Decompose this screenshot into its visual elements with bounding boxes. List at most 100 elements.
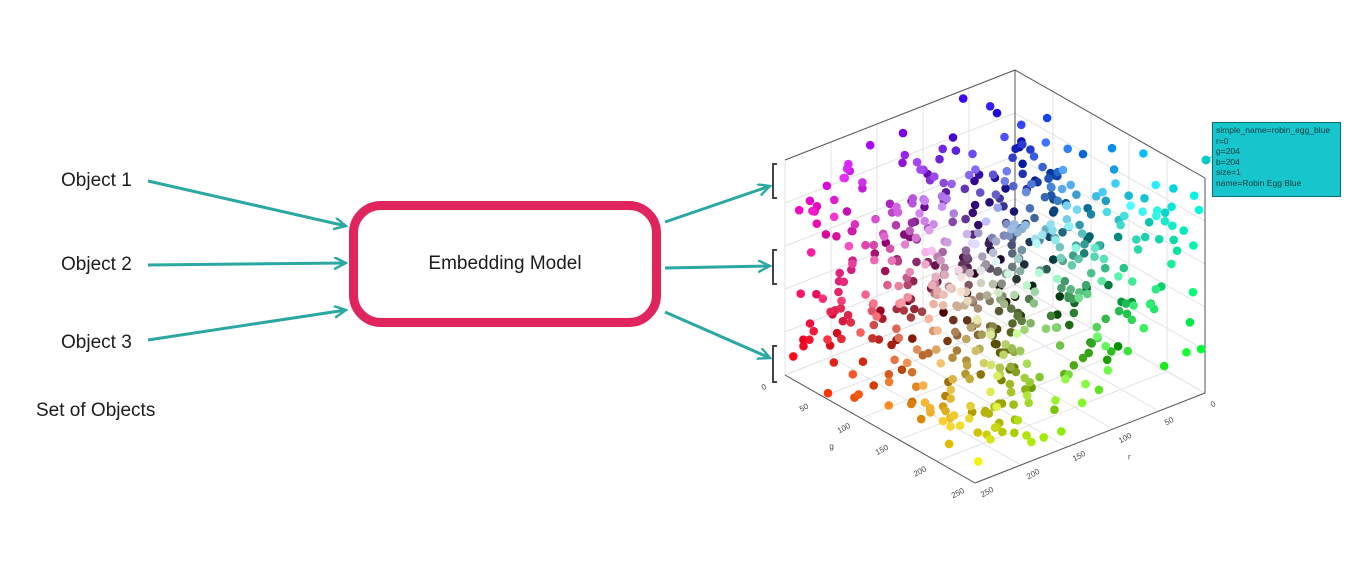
color-point xyxy=(915,209,924,218)
color-point xyxy=(1111,179,1120,188)
color-point xyxy=(981,217,991,226)
color-point xyxy=(894,281,903,291)
color-point xyxy=(1025,204,1035,213)
color-point xyxy=(948,133,958,142)
color-point xyxy=(1055,292,1065,301)
color-point xyxy=(839,173,848,183)
color-point xyxy=(948,374,957,384)
color-point xyxy=(1077,229,1087,238)
color-point xyxy=(938,301,948,310)
color-point xyxy=(1055,341,1065,350)
color-point xyxy=(874,335,884,344)
color-point xyxy=(903,280,912,290)
color-point xyxy=(931,345,941,354)
color-point xyxy=(821,230,831,239)
color-point xyxy=(949,315,958,325)
color-point xyxy=(1107,347,1116,356)
color-point xyxy=(993,266,1003,276)
color-point xyxy=(945,283,955,293)
embedding-model-label: Embedding Model xyxy=(428,253,582,274)
color-point xyxy=(986,360,996,370)
color-point xyxy=(903,293,912,302)
g-tick-label: 50 xyxy=(798,401,811,413)
color-point xyxy=(1122,309,1132,319)
grid-line xyxy=(1014,284,1206,394)
scatter-3d: 0 50 100 150 200 250 0 50 100 150 200 250 r g xyxy=(760,69,1218,500)
color-point xyxy=(799,335,808,345)
color-point xyxy=(812,219,822,228)
color-point xyxy=(1039,433,1048,442)
color-point xyxy=(826,307,835,317)
color-point xyxy=(939,308,948,317)
color-point xyxy=(1188,287,1198,297)
color-point xyxy=(1004,231,1014,240)
color-point xyxy=(973,304,983,313)
color-point xyxy=(1030,213,1039,223)
color-point xyxy=(962,316,972,325)
color-point xyxy=(1021,187,1031,197)
color-point xyxy=(1169,235,1178,245)
color-point xyxy=(1018,169,1027,179)
color-point xyxy=(975,188,985,197)
axis-edge xyxy=(784,374,976,484)
color-point xyxy=(1008,153,1017,162)
color-point xyxy=(808,206,817,216)
color-point xyxy=(1020,373,1029,383)
color-point xyxy=(907,399,916,409)
output-bracket-1 xyxy=(772,163,777,199)
color-point xyxy=(990,423,1000,433)
color-point xyxy=(843,310,853,320)
color-point xyxy=(1151,180,1160,190)
color-point xyxy=(1139,323,1149,333)
color-point xyxy=(1189,191,1199,200)
color-point xyxy=(1013,416,1023,425)
color-point xyxy=(830,195,839,205)
color-point xyxy=(939,178,948,188)
color-point xyxy=(850,220,860,229)
color-point xyxy=(1081,280,1091,290)
color-point xyxy=(1042,113,1052,123)
color-point xyxy=(976,266,986,275)
color-point xyxy=(905,226,914,236)
color-point xyxy=(1027,437,1036,447)
color-point xyxy=(898,128,908,138)
color-point xyxy=(1011,144,1020,153)
axis-edge xyxy=(1014,69,1206,179)
color-point xyxy=(1049,255,1058,264)
color-point xyxy=(943,336,952,346)
color-point xyxy=(965,374,974,384)
tooltip-line: r=0 xyxy=(1216,135,1229,146)
color-point xyxy=(902,358,912,368)
color-point xyxy=(917,307,927,317)
color-point xyxy=(1168,221,1177,230)
color-point xyxy=(805,335,814,345)
color-point xyxy=(1109,165,1119,174)
color-point xyxy=(858,184,867,193)
color-point xyxy=(856,328,865,337)
tooltip-line: name=Robin Egg Blue xyxy=(1216,177,1302,188)
color-point xyxy=(1121,299,1131,308)
color-point xyxy=(1154,234,1164,244)
color-point xyxy=(1061,374,1070,384)
color-point xyxy=(806,248,816,257)
color-point xyxy=(1046,220,1055,229)
color-point xyxy=(1081,379,1090,389)
color-point xyxy=(1069,308,1079,318)
color-point xyxy=(958,94,968,103)
color-point xyxy=(1194,205,1204,215)
color-point xyxy=(1071,243,1081,253)
tooltip-line: size=1 xyxy=(1216,167,1241,178)
color-point xyxy=(1079,249,1089,258)
color-point xyxy=(1015,266,1025,276)
r-tick-label: 100 xyxy=(1117,431,1133,445)
arrow-output-1 xyxy=(664,186,770,224)
color-point xyxy=(924,348,933,358)
color-point xyxy=(938,144,947,154)
color-point xyxy=(911,233,921,243)
color-point xyxy=(966,401,975,411)
color-point xyxy=(1051,323,1061,332)
color-point xyxy=(794,205,804,215)
color-point xyxy=(1020,260,1029,269)
color-point xyxy=(900,150,910,160)
color-point xyxy=(1018,159,1027,169)
